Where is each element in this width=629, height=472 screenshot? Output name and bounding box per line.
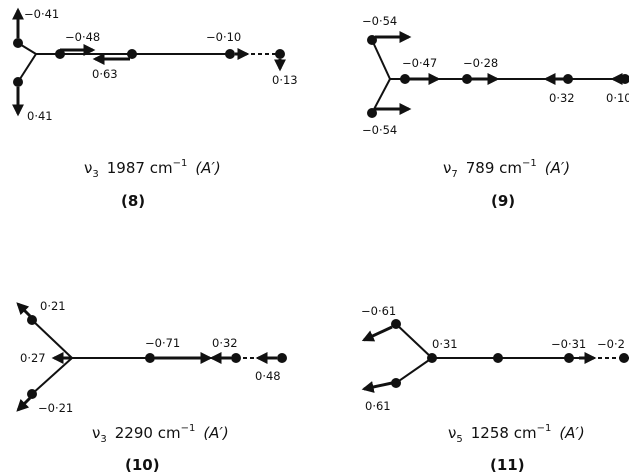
arrow [16, 396, 32, 412]
atom [277, 353, 287, 363]
atom [462, 74, 472, 84]
displacements-8 [11, 7, 286, 117]
label: 0·27 [20, 351, 46, 365]
label: 0·63 [92, 67, 118, 81]
atom [225, 49, 235, 59]
label: 0·13 [272, 73, 298, 87]
atoms-11 [391, 319, 629, 388]
label: 0·21 [40, 299, 66, 313]
atoms-9 [367, 35, 629, 118]
label: −0·48 [65, 30, 100, 44]
caption-11: ν5 1258 cm−1 (A′) [448, 423, 585, 445]
arrow [16, 302, 32, 318]
label: 0·41 [27, 109, 53, 123]
atom [231, 353, 241, 363]
label: −0·10 [206, 30, 241, 44]
atom [400, 74, 410, 84]
label: −0·61 [361, 304, 396, 318]
atoms-10 [27, 315, 287, 399]
atom [493, 353, 503, 363]
molecule-9 [371, 39, 629, 114]
molecule-8 [17, 42, 280, 83]
atom [27, 389, 37, 399]
bond-10-upper [31, 319, 73, 359]
label: −0·28 [463, 56, 498, 70]
atom [391, 319, 401, 329]
label: −0·71 [145, 336, 180, 350]
label: 0·61 [365, 399, 391, 413]
arrow [361, 381, 393, 393]
bond-9-upper [371, 39, 391, 80]
atom [127, 49, 137, 59]
atoms-8 [13, 38, 285, 87]
label: 0·48 [255, 369, 281, 383]
label: −0·2 [597, 337, 625, 351]
label: 0·32 [549, 91, 575, 105]
label: −0·54 [362, 14, 397, 28]
atom [427, 353, 437, 363]
atom [275, 49, 285, 59]
caption-10: ν3 2290 cm−1 (A′) [92, 423, 229, 445]
label: −0·41 [24, 7, 59, 21]
label: −0·54 [362, 123, 397, 137]
panel-9: −0·54 −0·47 −0·28 0·32 0·10 −0·54 ν7 789 … [362, 14, 629, 210]
label: 0·31 [432, 337, 458, 351]
panel-number-8: (8) [121, 192, 145, 210]
panel-11: −0·61 0·31 −0·31 −0·2 0·61 ν5 1258 cm−1 (A… [361, 304, 629, 472]
caption-8: ν3 1987 cm−1 (A′) [84, 158, 221, 180]
panel-number-11: (11) [490, 456, 525, 472]
atom [563, 74, 573, 84]
displacements-11 [361, 325, 597, 393]
atom [367, 35, 377, 45]
atom [13, 77, 23, 87]
atom [391, 378, 401, 388]
bond-9-lower [371, 78, 391, 114]
atom [145, 353, 155, 363]
panel-number-10: (10) [125, 456, 160, 472]
atom [27, 315, 37, 325]
bond-11-lower [395, 357, 433, 384]
label: −0·47 [402, 56, 437, 70]
atom [13, 38, 23, 48]
displacements-10 [16, 302, 277, 412]
label: 0·32 [212, 336, 238, 350]
atom [367, 108, 377, 118]
bond-8-lower [17, 53, 37, 83]
label: −0·31 [551, 337, 586, 351]
bond-11-upper [395, 323, 433, 359]
arrow [361, 325, 393, 342]
displacements-9 [375, 31, 623, 115]
label: 0·10 [606, 91, 629, 105]
caption-9: ν7 789 cm−1 (A′) [443, 158, 570, 180]
panel-number-9: (9) [491, 192, 515, 210]
atom [619, 353, 629, 363]
label: −0·21 [38, 401, 73, 415]
atom [564, 353, 574, 363]
bond-10-lower [31, 357, 73, 395]
panel-10: 0·21 0·27 −0·71 0·32 0·48 −0·21 ν3 2290 c… [16, 299, 287, 472]
panel-8: −0·41 −0·48 −0·10 0·63 0·13 0·41 ν3 1987 … [11, 7, 298, 210]
